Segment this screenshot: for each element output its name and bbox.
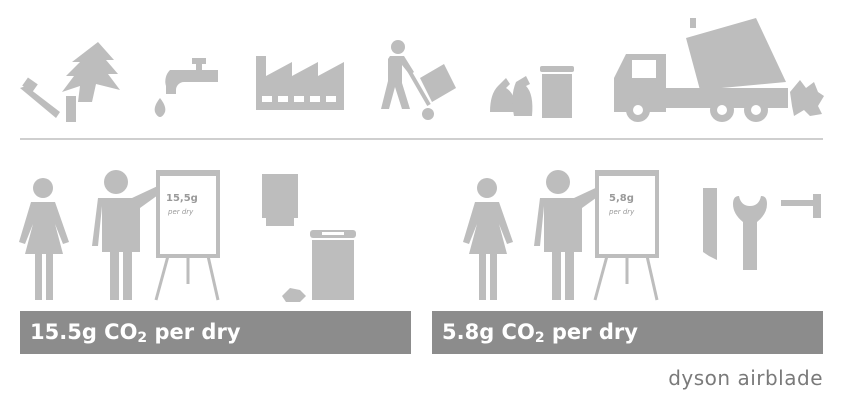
section-divider — [20, 138, 823, 140]
man-presenter-icon — [92, 170, 165, 300]
waste-bin-icon — [310, 230, 356, 300]
lifecycle-icon-row — [0, 0, 843, 140]
garbage-truck-icon — [614, 18, 824, 122]
factory-icon — [256, 56, 344, 110]
airblade-scene: 5,8g per dry — [421, 160, 841, 310]
airblade-dryer-icon — [703, 188, 821, 270]
man-presenter-icon — [534, 170, 607, 300]
flipchart-icon — [593, 170, 659, 301]
flipchart-unit: per dry — [168, 208, 194, 216]
chainsaw-tree-icon — [20, 42, 120, 122]
co2-value-prefix: 15.5g CO — [30, 320, 138, 344]
flipchart-icon — [154, 170, 220, 301]
paper-towel-dispenser-icon — [262, 174, 298, 226]
hand-truck-delivery-icon — [381, 40, 456, 120]
co2-value-prefix: 5.8g CO — [442, 320, 535, 344]
water-tap-icon — [154, 58, 218, 117]
co2-value-suffix: per dry — [147, 320, 241, 344]
paper-towel-scene: 15,5g per dry — [0, 160, 420, 310]
flipchart-value: 15,5g — [166, 193, 198, 204]
co2-subscript: 2 — [137, 330, 148, 346]
airblade-co2-bar: 5.8g CO2 per dry — [432, 311, 823, 354]
woman-icon — [19, 178, 69, 300]
co2-subscript: 2 — [534, 330, 545, 346]
flipchart-value: 5,8g — [609, 193, 634, 204]
dyson-airblade-logo: dyson airblade — [668, 366, 823, 390]
crumpled-paper-icon — [282, 288, 306, 302]
woman-icon — [463, 178, 513, 300]
waste-bags-bin-icon — [490, 66, 574, 118]
co2-value-suffix: per dry — [544, 320, 638, 344]
paper-towel-co2-bar: 15.5g CO2 per dry — [20, 311, 411, 354]
flipchart-unit: per dry — [609, 208, 635, 216]
